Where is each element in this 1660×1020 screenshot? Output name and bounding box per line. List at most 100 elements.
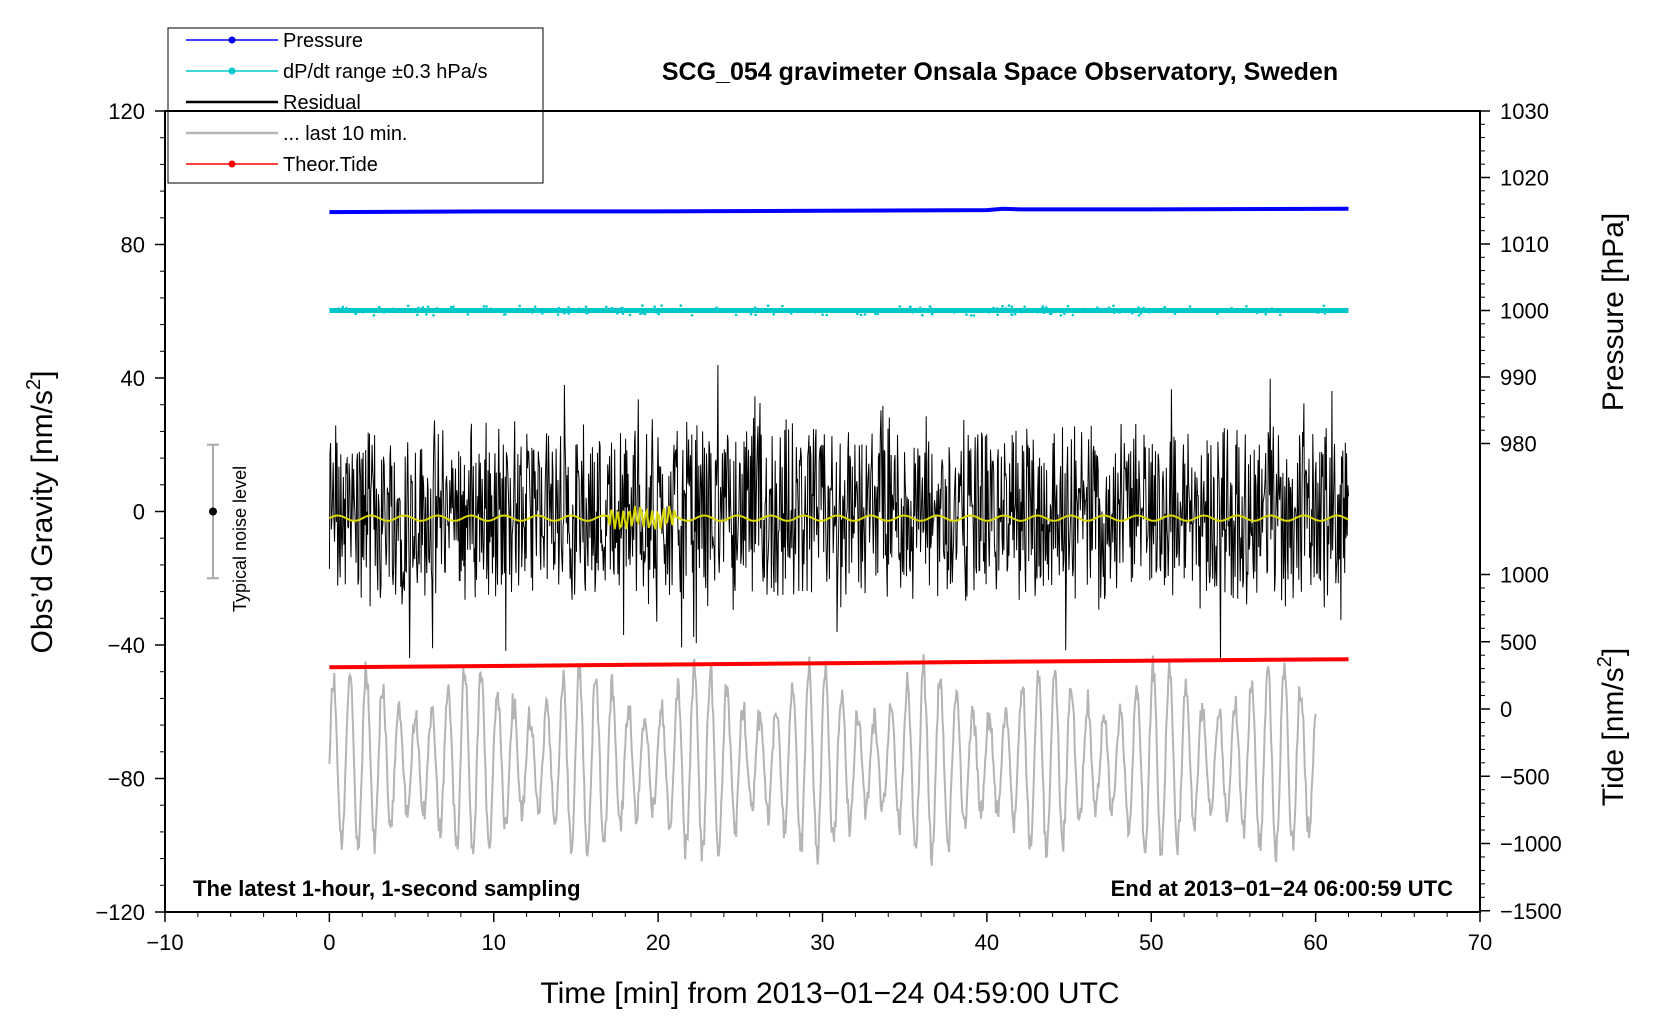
x-tick-label: 50	[1139, 930, 1163, 955]
dpdt-point	[749, 312, 753, 316]
dpdt-point	[755, 308, 758, 312]
dpdt-point	[815, 309, 818, 312]
dpdt-point	[821, 313, 824, 317]
dpdt-point	[1039, 310, 1043, 314]
dpdt-point	[1112, 304, 1115, 308]
dpdt-point	[1118, 308, 1122, 312]
dpdt-point	[909, 305, 912, 309]
dpdt-point	[1270, 308, 1274, 312]
dpdt-point	[751, 308, 755, 311]
dpdt-point	[460, 309, 463, 312]
dpdt-point	[1066, 304, 1070, 308]
dpdt-point	[452, 305, 455, 309]
dpdt-point	[712, 309, 715, 312]
y-pressure-tick-label: 1010	[1500, 232, 1549, 257]
y-axis-left: 120 80 40 0 −40 −80 −120	[95, 99, 165, 925]
dpdt-point	[1010, 305, 1014, 309]
dpdt-point	[556, 313, 560, 316]
dpdt-point	[641, 312, 644, 315]
dpdt-point	[417, 306, 420, 310]
x-tick-label: 40	[975, 930, 999, 955]
dpdt-point	[1329, 310, 1333, 314]
dpdt-point	[766, 304, 770, 308]
dpdt-point	[856, 312, 859, 316]
dpdt-point	[639, 312, 642, 316]
dpdt-point	[435, 307, 439, 310]
dpdt-point	[485, 305, 488, 308]
dpdt-point	[584, 305, 588, 309]
x-tick-label: 30	[810, 930, 834, 955]
dpdt-point	[466, 313, 470, 316]
dpdt-point	[992, 306, 995, 310]
dpdt-point	[1139, 312, 1143, 315]
dpdt-point	[781, 304, 784, 308]
dpdt-point	[690, 308, 693, 311]
dpdt-point	[1163, 310, 1167, 314]
dpdt-point	[1112, 311, 1116, 314]
dpdt-point	[679, 304, 683, 307]
dpdt-point	[1197, 309, 1201, 312]
dpdt-point	[770, 308, 773, 312]
legend-entry-pressure: Pressure	[186, 30, 363, 52]
dpdt-point	[1342, 309, 1346, 312]
dpdt-point	[567, 312, 570, 315]
legend-box	[167, 27, 544, 184]
x-tick-label: 20	[646, 930, 670, 955]
dpdt-point	[825, 313, 828, 317]
dpdt-point	[1001, 305, 1004, 308]
dpdt-point	[1323, 312, 1327, 315]
y-left-tick-label: −120	[95, 900, 145, 925]
residual-line	[328, 364, 1349, 661]
dpdt-point	[814, 311, 817, 314]
y-pressure-tick-label: 990	[1500, 365, 1537, 390]
dpdt-point	[954, 308, 958, 311]
x-tick-label: −10	[146, 930, 183, 955]
dpdt-point	[938, 310, 941, 314]
dpdt-point	[965, 313, 968, 316]
dpdt-point	[421, 306, 425, 309]
series-pressure	[329, 206, 1349, 215]
dpdt-point	[790, 312, 793, 315]
dpdt-point	[1010, 313, 1014, 317]
legend-label-dpdt: dP/dt range ±0.3 hPa/s	[283, 61, 487, 83]
dpdt-point	[800, 307, 803, 311]
y-pressure-tick-label: 1030	[1500, 99, 1549, 124]
dpdt-point	[919, 306, 922, 310]
legend-label-tide: Theor.Tide	[283, 154, 378, 176]
legend-entry-residual: Residual	[186, 92, 361, 114]
dpdt-point	[533, 305, 537, 309]
legend-label-residual: Residual	[283, 92, 361, 114]
legend-entry-last10: ... last 10 min.	[186, 123, 408, 145]
dpdt-point	[1007, 304, 1011, 307]
dpdt-point	[987, 311, 991, 314]
dpdt-point	[628, 313, 632, 317]
y-tide-tick-label: −1500	[1500, 899, 1562, 924]
dpdt-point	[1322, 304, 1326, 308]
y-axis-right-pressure: 1030 1020 1010 1000 990 980	[1480, 99, 1549, 457]
dpdt-point	[1107, 306, 1111, 310]
y-left-tick-label: 40	[121, 366, 145, 391]
dpdt-point	[354, 312, 358, 316]
dpdt-point	[753, 306, 757, 310]
dpdt-point	[612, 307, 616, 311]
dpdt-point	[585, 312, 588, 315]
dpdt-point	[863, 313, 867, 316]
dpdt-point	[1036, 311, 1039, 314]
y-left-tick-label: 80	[121, 233, 145, 258]
dpdt-point	[929, 309, 933, 313]
y-pressure-tick-label: 1000	[1500, 299, 1549, 324]
dpdt-point	[921, 313, 924, 317]
dpdt-point	[1264, 312, 1267, 316]
dpdt-point	[548, 309, 552, 312]
dpdt-point	[653, 305, 656, 309]
dpdt-point	[1142, 306, 1145, 310]
dpdt-point	[953, 311, 956, 314]
dpdt-point	[337, 307, 340, 311]
y-left-tick-label: 0	[133, 500, 145, 525]
dpdt-point	[1050, 312, 1053, 316]
tide-line	[329, 657, 1349, 670]
dpdt-point	[772, 312, 775, 316]
dpdt-point	[643, 312, 647, 316]
noise-level-indicator	[207, 443, 219, 580]
